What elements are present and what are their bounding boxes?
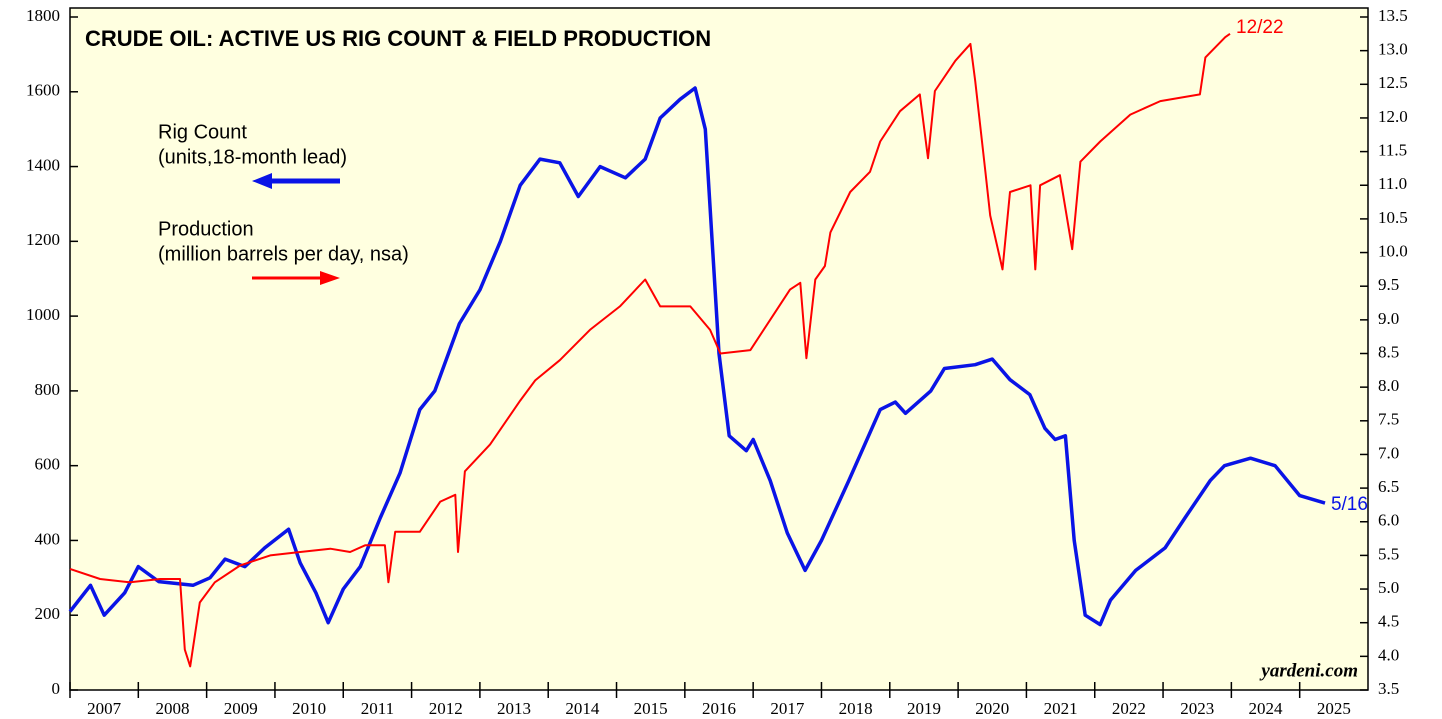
x-tick-label: 2009 [224, 699, 258, 718]
legend-label: Rig Count [158, 121, 247, 143]
legend-arrow [252, 271, 340, 285]
y-tick-label: 1200 [26, 230, 60, 249]
x-tick-label: 2016 [702, 699, 736, 718]
y2-tick-label: 10.0 [1378, 241, 1408, 260]
y2-tick-label: 13.5 [1378, 6, 1408, 25]
end-label: 5/16 [1331, 494, 1368, 515]
y2-tick-label: 4.0 [1378, 645, 1399, 664]
y-tick-label: 800 [35, 380, 61, 399]
x-tick-label: 2020 [975, 699, 1009, 718]
y2-tick-label: 13.0 [1378, 40, 1408, 59]
y2-tick-label: 9.5 [1378, 275, 1399, 294]
x-tick-label: 2014 [565, 699, 600, 718]
y2-tick-label: 8.5 [1378, 342, 1399, 361]
x-tick-label: 2011 [361, 699, 394, 718]
y-tick-label: 600 [35, 455, 61, 474]
series-line [68, 86, 1326, 627]
y-tick-label: 400 [35, 529, 61, 548]
end-label: 12/22 [1236, 17, 1284, 38]
series-line [69, 32, 1231, 668]
x-tick-label: 2025 [1317, 699, 1351, 718]
x-tick-label: 2024 [1249, 699, 1284, 718]
chart-title: CRUDE OIL: ACTIVE US RIG COUNT & FIELD P… [85, 26, 711, 51]
y2-tick-label: 9.0 [1378, 309, 1399, 328]
x-tick-label: 2013 [497, 699, 531, 718]
legend-label: Production [158, 218, 254, 240]
y2-tick-label: 10.5 [1378, 208, 1408, 227]
x-tick-label: 2010 [292, 699, 326, 718]
y-tick-label: 200 [35, 604, 61, 623]
legend-arrow [252, 173, 340, 189]
x-tick-label: 2012 [429, 699, 463, 718]
x-tick-label: 2023 [1180, 699, 1214, 718]
y-tick-label: 1400 [26, 155, 60, 174]
x-tick-label: 2017 [770, 699, 805, 718]
x-tick-label: 2008 [155, 699, 189, 718]
y-tick-label: 1600 [26, 81, 60, 100]
y2-tick-label: 5.0 [1378, 578, 1399, 597]
y2-tick-label: 5.5 [1378, 544, 1399, 563]
y-tick-label: 1000 [26, 305, 60, 324]
y-tick-label: 1800 [26, 6, 60, 25]
y-tick-label: 0 [52, 679, 61, 698]
y2-tick-label: 6.5 [1378, 477, 1399, 496]
x-tick-label: 2021 [1044, 699, 1078, 718]
legend-note: (million barrels per day, nsa) [158, 243, 409, 265]
source: yardeni.com [1259, 660, 1358, 681]
y2-tick-label: 11.0 [1378, 174, 1407, 193]
x-tick-label: 2015 [634, 699, 668, 718]
y2-tick-label: 12.0 [1378, 107, 1408, 126]
y2-tick-label: 4.5 [1378, 612, 1399, 631]
y2-tick-label: 6.0 [1378, 511, 1399, 530]
x-tick-label: 2007 [87, 699, 122, 718]
legend-note: (units,18-month lead) [158, 146, 347, 168]
x-tick-label: 2018 [839, 699, 873, 718]
x-tick-label: 2022 [1112, 699, 1146, 718]
y2-tick-label: 7.5 [1378, 410, 1399, 429]
x-tick-label: 2019 [907, 699, 941, 718]
y2-tick-label: 3.5 [1378, 679, 1399, 698]
y2-tick-label: 11.5 [1378, 141, 1407, 160]
y2-tick-label: 12.5 [1378, 73, 1408, 92]
y2-tick-label: 8.0 [1378, 376, 1399, 395]
y2-tick-label: 7.0 [1378, 443, 1399, 462]
